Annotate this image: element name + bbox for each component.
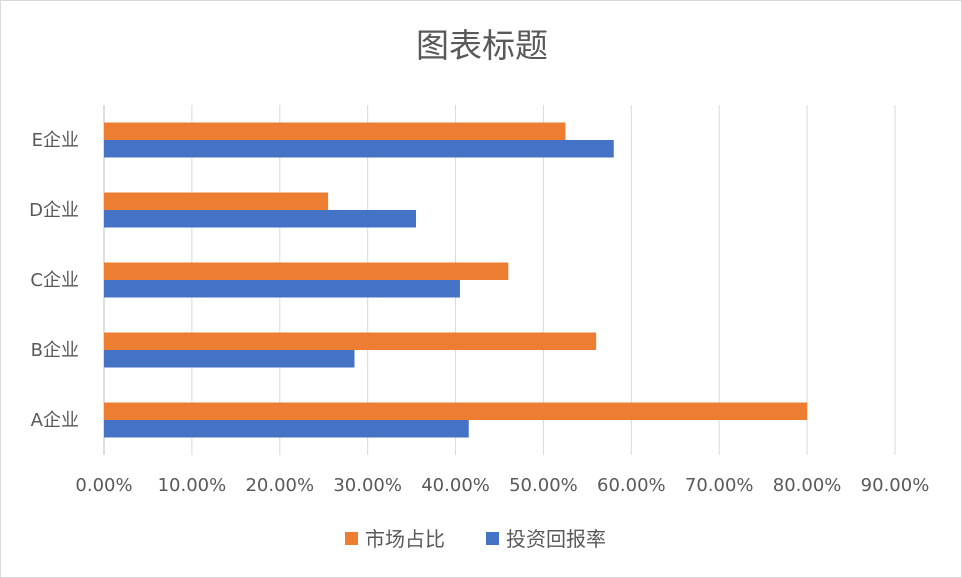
category-labels: A企业 B企业 C企业 D企业 E企业	[29, 130, 79, 431]
bar-roi	[104, 420, 469, 438]
x-tick-label: 0.00%	[75, 475, 132, 496]
bar-market-share	[104, 262, 509, 280]
x-tick-labels: 0.00% 10.00% 20.00% 30.00% 40.00% 50.00% 60.00…	[75, 475, 929, 496]
category-label: B企业	[31, 340, 79, 361]
bar-market-share	[104, 192, 329, 210]
category-label: C企业	[30, 270, 79, 291]
x-tick-label: 90.00%	[861, 475, 930, 496]
legend-swatch	[345, 532, 358, 545]
x-tick-label: 30.00%	[333, 475, 402, 496]
chart-title: 图表标题	[416, 26, 548, 65]
bar-market-share	[104, 332, 597, 350]
legend-label: 投资回报率	[506, 527, 606, 551]
bar-market-share	[104, 402, 808, 420]
bar-roi	[104, 210, 417, 228]
legend: 市场占比 投资回报率	[345, 527, 606, 551]
legend-label: 市场占比	[365, 527, 445, 551]
category-label: A企业	[31, 410, 79, 431]
x-tick-label: 20.00%	[245, 475, 314, 496]
bars	[104, 122, 808, 438]
bar-roi	[104, 280, 460, 298]
bar-market-share	[104, 122, 566, 140]
x-tick-label: 70.00%	[685, 475, 754, 496]
x-tick-label: 10.00%	[158, 475, 227, 496]
bar-roi	[104, 350, 355, 368]
category-label: D企业	[29, 200, 79, 221]
x-tick-label: 80.00%	[773, 475, 842, 496]
x-tick-label: 60.00%	[597, 475, 666, 496]
legend-swatch	[486, 532, 499, 545]
category-label: E企业	[32, 130, 79, 151]
x-tick-label: 40.00%	[421, 475, 490, 496]
bar-roi	[104, 140, 614, 158]
x-tick-label: 50.00%	[509, 475, 578, 496]
